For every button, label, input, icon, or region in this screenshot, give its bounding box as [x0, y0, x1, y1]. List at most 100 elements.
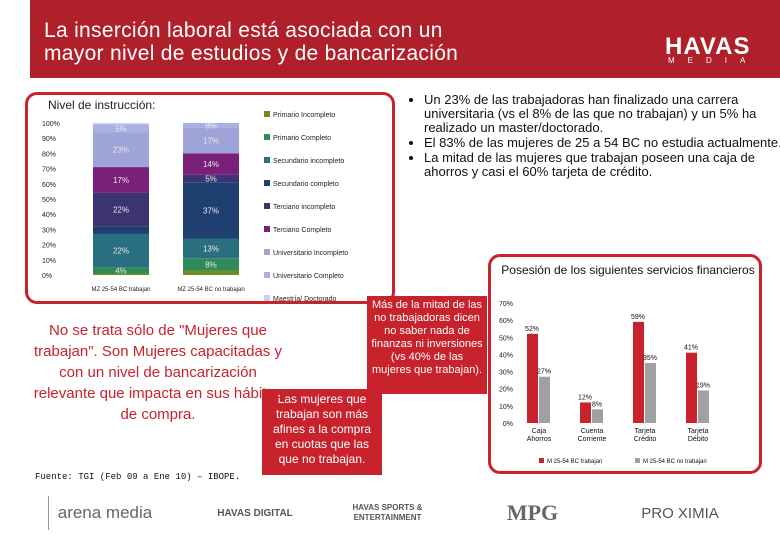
page-title: La inserción laboral está asociada con u…: [44, 19, 564, 65]
category-label: MZ 25-54 BC trabajan: [91, 287, 150, 293]
segment-label: 37%: [203, 206, 219, 215]
category-label: Débito: [688, 436, 708, 443]
category-label: Tarjeta: [634, 428, 655, 435]
y-tick-label: 20%: [42, 243, 56, 250]
legend-label: M 25-54 BC trabajan: [547, 459, 602, 465]
y-tick-label: 70%: [499, 301, 513, 308]
stack-segment: [93, 267, 149, 274]
stack-segment: [93, 132, 149, 168]
mpg-logo-text: MPG: [506, 500, 559, 525]
stack-segment: [183, 258, 239, 271]
segment-label: 4%: [115, 266, 127, 275]
service-bar: [527, 333, 538, 423]
bar-value-label: 41%: [684, 345, 698, 352]
bar-value-label: 12%: [578, 394, 592, 401]
segment-label: 13%: [203, 244, 219, 253]
segment-label: 17%: [113, 176, 129, 185]
y-tick-label: 70%: [42, 167, 56, 174]
stack-segment: [183, 238, 239, 259]
bar-value-label: 59%: [631, 314, 645, 321]
key-findings-list: Un 23% de las trabajadoras han finalizad…: [400, 93, 780, 180]
title-line-1: La inserción laboral está asociada con u…: [44, 19, 443, 42]
finance-knowledge-callout: Más de la mitad de las no trabajadoras d…: [367, 296, 487, 394]
education-chart-label: Nivel de instrucción:: [48, 98, 156, 112]
category-label: MZ 25-54 BC no trabajan: [177, 287, 244, 293]
service-bar: [645, 363, 656, 423]
legend-label: Secundario completo: [273, 181, 339, 188]
y-tick-label: 80%: [42, 151, 56, 158]
source-note: Fuente: TGI (Feb 09 a Ene 10) – IBOPE.: [35, 472, 241, 482]
bar-value-label: 8%: [592, 401, 602, 408]
havas-sports-logo-text: HAVAS SPORTS & ENTERTAINMENT: [352, 503, 423, 522]
category-label: Crédito: [634, 436, 657, 443]
legend-label: Terciario Completo: [273, 227, 331, 234]
legend-swatch: [264, 157, 270, 163]
havas-digital-logo: HAVAS DIGITAL: [210, 500, 300, 526]
mpg-logo: MPG: [495, 500, 570, 526]
y-tick-label: 40%: [499, 352, 513, 359]
legend-label: Terciario incompleto: [273, 204, 335, 211]
header-banner: La inserción laboral está asociada con u…: [30, 0, 780, 78]
stack-segment: [183, 123, 239, 128]
legend-label: Maestría/ Doctorado: [273, 296, 337, 301]
proximia-logo-text: PRO XIMIA: [641, 504, 719, 522]
legend-label: M 25-54 BC no trabajan: [643, 459, 707, 465]
bullet-item: Un 23% de las trabajadoras han finalizad…: [424, 93, 780, 135]
havas-logo-sub: MEDIA: [668, 56, 759, 65]
arena-media-logo: arena media: [50, 500, 160, 526]
y-tick-label: 50%: [42, 197, 56, 204]
legend-label: Primario Completo: [273, 135, 331, 142]
education-chart-frame: Nivel de instrucción: 100% 90% 80% 70% 60% 50…: [25, 92, 395, 304]
legend-swatch: [539, 458, 544, 463]
installments-callout: Las mujeres que trabajan son más afines …: [262, 389, 382, 475]
y-tick-label: 30%: [499, 370, 513, 377]
segment-label: 17%: [203, 136, 219, 145]
segment-label: 14%: [203, 160, 219, 169]
stack-segment: [93, 233, 149, 268]
bar-value-label: 27%: [537, 369, 551, 376]
legend-label: Universitario Incompleto: [273, 250, 348, 257]
y-tick-label: 50%: [499, 335, 513, 342]
bullet-item: El 83% de las mujeres de 25 a 54 BC no e…: [424, 136, 780, 150]
stack-segment: [93, 192, 149, 227]
bar-value-label: 52%: [525, 326, 539, 333]
legend-swatch: [264, 180, 270, 186]
stack-segment: [93, 123, 149, 125]
stack-segment: [183, 127, 239, 154]
service-bar: [633, 321, 644, 423]
y-tick-label: 90%: [42, 136, 56, 143]
y-tick-label: 60%: [42, 182, 56, 189]
legend-swatch: [264, 203, 270, 209]
y-tick-label: 0%: [503, 421, 513, 428]
legend-swatch: [264, 295, 270, 301]
category-label: Tarjeta: [687, 428, 708, 435]
havas-digital-logo-text: HAVAS DIGITAL: [217, 507, 293, 519]
y-tick-label: 60%: [499, 318, 513, 325]
stack-segment: [93, 226, 149, 234]
bar-value-label: 35%: [643, 355, 657, 362]
legend-label: Secundario incompleto: [273, 158, 344, 165]
legend-swatch: [264, 111, 270, 117]
segment-label: 23%: [113, 146, 129, 155]
service-bar: [698, 390, 709, 423]
title-line-2: mayor nivel de estudios y de bancarizaci…: [44, 42, 459, 65]
y-tick-label: 40%: [42, 212, 56, 219]
proximia-logo: PRO XIMIA: [625, 500, 735, 526]
main-message: No se trata sólo de "Mujeres que trabaja…: [33, 322, 283, 423]
services-chart-frame: Posesión de los siguientes servicios fin…: [488, 254, 762, 474]
stack-segment: [183, 174, 239, 183]
service-bar: [539, 376, 550, 423]
legend-swatch: [635, 458, 640, 463]
legend-swatch: [264, 226, 270, 232]
service-bar: [592, 409, 603, 423]
stack-segment: [183, 270, 239, 275]
segment-label: 22%: [113, 247, 129, 256]
education-chart: 100% 90% 80% 70% 60% 50% 40% 30% 20% 10% 0% MZ 25-5…: [42, 111, 348, 301]
category-label: Cuenta: [581, 428, 604, 435]
y-tick-label: 20%: [499, 387, 513, 394]
stack-segment: [183, 182, 239, 239]
segment-label: 8%: [205, 121, 217, 130]
legend-swatch: [264, 134, 270, 140]
services-chart: 70% 60% 50% 40% 30% 20% 10% 0% 52% 27% CajaAhorros…: [499, 301, 710, 465]
havas-sports-logo: HAVAS SPORTS & ENTERTAINMENT: [335, 500, 440, 526]
